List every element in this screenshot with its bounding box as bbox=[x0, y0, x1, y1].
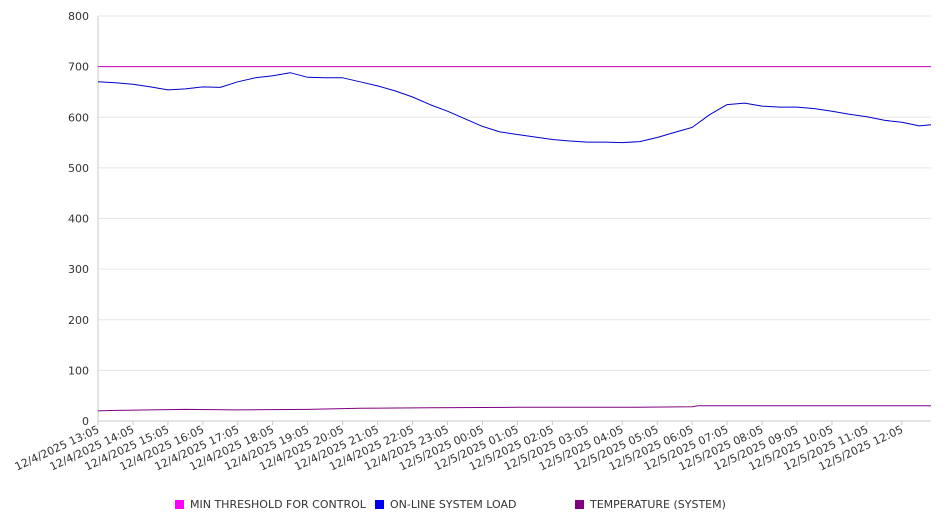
y-tick-label: 700 bbox=[68, 61, 89, 74]
y-tick-label: 100 bbox=[68, 364, 89, 377]
legend-item-system-load[interactable]: ON-LINE SYSTEM LOAD bbox=[375, 498, 516, 511]
y-tick-label: 400 bbox=[68, 213, 89, 226]
y-tick-label: 0 bbox=[82, 415, 89, 428]
y-tick-label: 200 bbox=[68, 314, 89, 327]
y-tick-label: 300 bbox=[68, 263, 89, 276]
grid-lines bbox=[98, 15, 931, 371]
legend: MIN THRESHOLD FOR CONTROL ON-LINE SYSTEM… bbox=[0, 498, 946, 514]
legend-label-min-threshold: MIN THRESHOLD FOR CONTROL bbox=[190, 498, 366, 511]
series-line-1 bbox=[97, 72, 932, 144]
y-tick-label: 800 bbox=[68, 10, 89, 23]
legend-item-min-threshold[interactable]: MIN THRESHOLD FOR CONTROL bbox=[175, 498, 366, 511]
legend-label-system-load: ON-LINE SYSTEM LOAD bbox=[390, 498, 517, 511]
series-line-2 bbox=[97, 405, 931, 412]
y-tick-label: 600 bbox=[68, 111, 89, 124]
legend-swatch-system-load bbox=[375, 500, 384, 509]
legend-label-temperature: TEMPERATURE (SYSTEM) bbox=[590, 498, 726, 511]
y-axis: 0 100 200 300 400 500 600 700 800 bbox=[68, 10, 99, 428]
y-tick-label: 500 bbox=[68, 162, 89, 175]
series-lines bbox=[97, 66, 932, 412]
legend-item-temperature[interactable]: TEMPERATURE (SYSTEM) bbox=[575, 498, 726, 511]
legend-swatch-temperature bbox=[575, 500, 584, 509]
legend-swatch-min-threshold bbox=[175, 500, 184, 509]
